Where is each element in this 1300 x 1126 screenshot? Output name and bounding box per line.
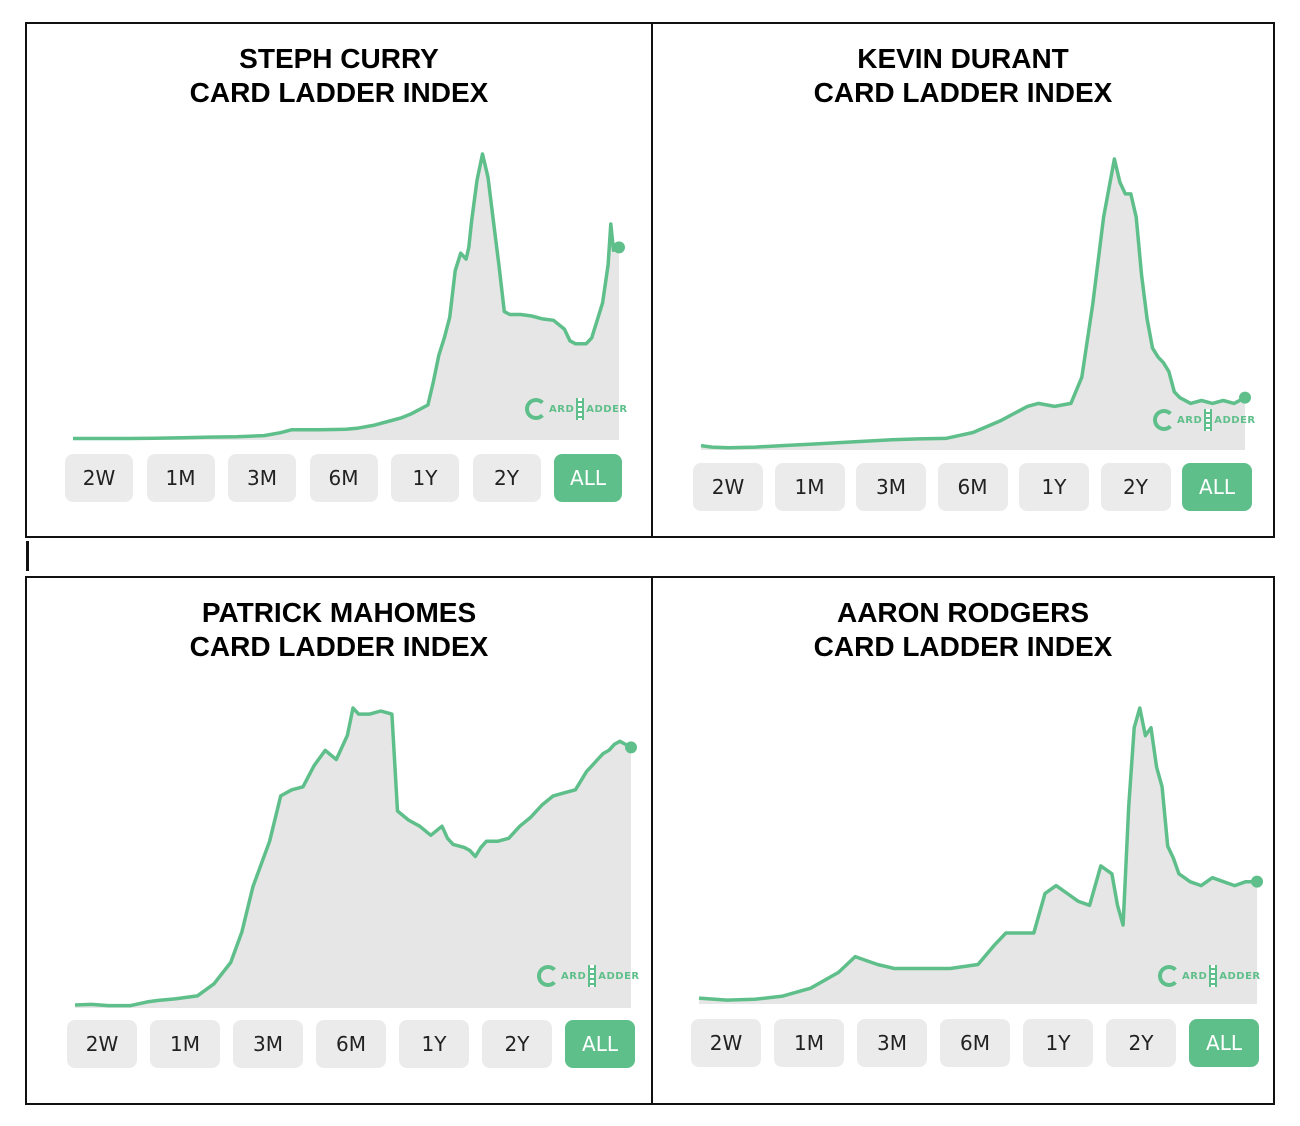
range-button-2y[interactable]: 2Y [1106, 1019, 1176, 1067]
chart-panel-aaron-rodgers: AARON RODGERS CARD LADDER INDEX ARD ADDE… [651, 576, 1275, 1105]
last-value-point [613, 241, 625, 254]
area-fill [701, 159, 1245, 450]
range-button-6m[interactable]: 6M [309, 454, 378, 502]
range-button-2y[interactable]: 2Y [1100, 463, 1171, 511]
logo-ladder-icon [1204, 409, 1213, 431]
last-value-point [1251, 875, 1263, 888]
range-button-all[interactable]: ALL [1182, 463, 1252, 511]
range-button-3m[interactable]: 3M [228, 454, 296, 502]
card-ladder-logo: ARD ADDER [537, 965, 640, 987]
chart-panel-patrick-mahomes: PATRICK MAHOMES CARD LADDER INDEX ARD AD… [25, 576, 653, 1105]
range-button-all[interactable]: ALL [554, 454, 622, 502]
card-ladder-logo: ARD ADDER [1158, 965, 1261, 987]
logo-ladder-icon [1209, 965, 1218, 987]
area-fill [73, 154, 619, 440]
chart-panel-steph-curry: STEPH CURRY CARD LADDER INDEX ARD ADDER … [25, 22, 653, 538]
area-fill [699, 708, 1257, 1004]
series-line [700, 157, 1246, 450]
range-button-6m[interactable]: 6M [316, 1020, 386, 1068]
logo-ladder-icon [576, 398, 585, 420]
chart-svg [700, 157, 1251, 450]
range-button-1y[interactable]: 1Y [1019, 463, 1089, 511]
range-button-6m[interactable]: 6M [937, 463, 1008, 511]
range-button-1m[interactable]: 1M [774, 1019, 844, 1067]
range-button-1y[interactable]: 1Y [1023, 1019, 1093, 1067]
chart-title: AARON RODGERS CARD LADDER INDEX [813, 597, 1113, 662]
chart-svg [74, 706, 637, 1008]
card-ladder-logo: ARD ADDER [525, 398, 628, 420]
chart-panel-kevin-durant: KEVIN DURANT CARD LADDER INDEX ARD ADDER… [651, 22, 1275, 538]
chart-title: STEPH CURRY CARD LADDER INDEX [189, 43, 489, 108]
range-button-1m[interactable]: 1M [150, 1020, 220, 1068]
range-button-3m[interactable]: 3M [856, 463, 926, 511]
last-value-point [625, 741, 637, 754]
logo-c-icon [1153, 409, 1175, 431]
series-line [698, 706, 1257, 1002]
range-button-1y[interactable]: 1Y [391, 454, 459, 502]
logo-c-icon [525, 398, 547, 420]
range-button-3m[interactable]: 3M [233, 1020, 303, 1068]
range-button-2w[interactable]: 2W [65, 454, 133, 502]
chart-svg [73, 152, 625, 441]
chart-title: PATRICK MAHOMES CARD LADDER INDEX [189, 597, 489, 662]
card-ladder-logo: ARD ADDER [1153, 409, 1256, 431]
range-button-3m[interactable]: 3M [857, 1019, 927, 1067]
range-button-2y[interactable]: 2Y [482, 1020, 552, 1068]
range-button-all[interactable]: ALL [565, 1020, 635, 1068]
logo-c-icon [537, 965, 559, 987]
series-line [74, 706, 632, 1008]
logo-ladder-icon [588, 965, 597, 987]
range-button-1m[interactable]: 1M [146, 454, 215, 502]
range-button-2w[interactable]: 2W [67, 1020, 137, 1068]
text-cursor [26, 541, 29, 571]
range-button-all[interactable]: ALL [1189, 1019, 1259, 1067]
logo-c-icon [1158, 965, 1180, 987]
last-value-point [1239, 391, 1251, 404]
chart-title: KEVIN DURANT CARD LADDER INDEX [813, 43, 1113, 108]
range-button-2w[interactable]: 2W [693, 463, 763, 511]
range-button-1m[interactable]: 1M [774, 463, 845, 511]
series-line [73, 152, 621, 441]
range-button-2y[interactable]: 2Y [472, 454, 541, 502]
area-fill [75, 708, 631, 1008]
range-button-1y[interactable]: 1Y [399, 1020, 469, 1068]
range-button-6m[interactable]: 6M [940, 1019, 1010, 1067]
range-button-2w[interactable]: 2W [691, 1019, 761, 1067]
chart-svg [698, 706, 1263, 1004]
